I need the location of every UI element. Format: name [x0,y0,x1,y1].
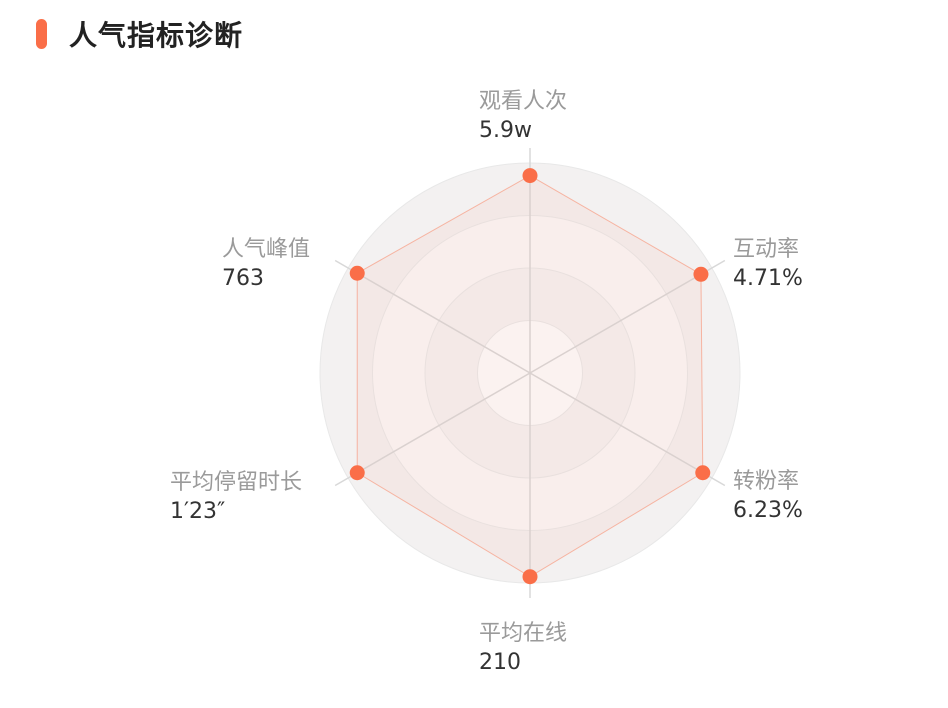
section-header: 人气指标诊断 [36,16,243,52]
radar-axis-value-6: 763 [222,266,264,291]
radar-axis-name-1: 观看人次 [479,89,567,114]
radar-axis-name-4: 平均在线 [479,621,567,646]
radar-axis-value-5: 1′23″ [170,499,225,524]
radar-point-1 [522,168,538,184]
radar-axis-name-3: 转粉率 [733,469,799,494]
radar-axis-name-2: 互动率 [733,237,799,262]
header-accent-bar [36,19,47,49]
radar-axis-line-5 [334,372,531,487]
radar-points [349,168,711,585]
radar-point-5 [349,465,365,481]
radar-axis-value-1: 5.9w [479,118,532,143]
radar-axis-value-2: 4.71% [733,266,803,291]
radar-axis-name-5: 平均停留时长 [170,470,302,495]
radar-axes [334,148,726,598]
radar-axis-line-6 [334,259,531,374]
radar-labels: 观看人次 5.9w 互动率 4.71% 转粉率 6.23% 平均在线 210 平均停留时长 1′2… [170,89,803,675]
radar-axis-line-2 [529,259,726,374]
page-title: 人气指标诊断 [69,19,244,52]
radar-axis-line-3 [529,372,726,487]
radar-axis-value-4: 210 [479,650,521,675]
radar-point-3 [695,465,711,481]
radar-axis-value-3: 6.23% [733,498,803,523]
radar-point-6 [349,265,365,281]
radar-axis-name-6: 人气峰值 [222,237,310,262]
radar-point-2 [693,266,709,282]
radar-point-4 [522,569,538,585]
